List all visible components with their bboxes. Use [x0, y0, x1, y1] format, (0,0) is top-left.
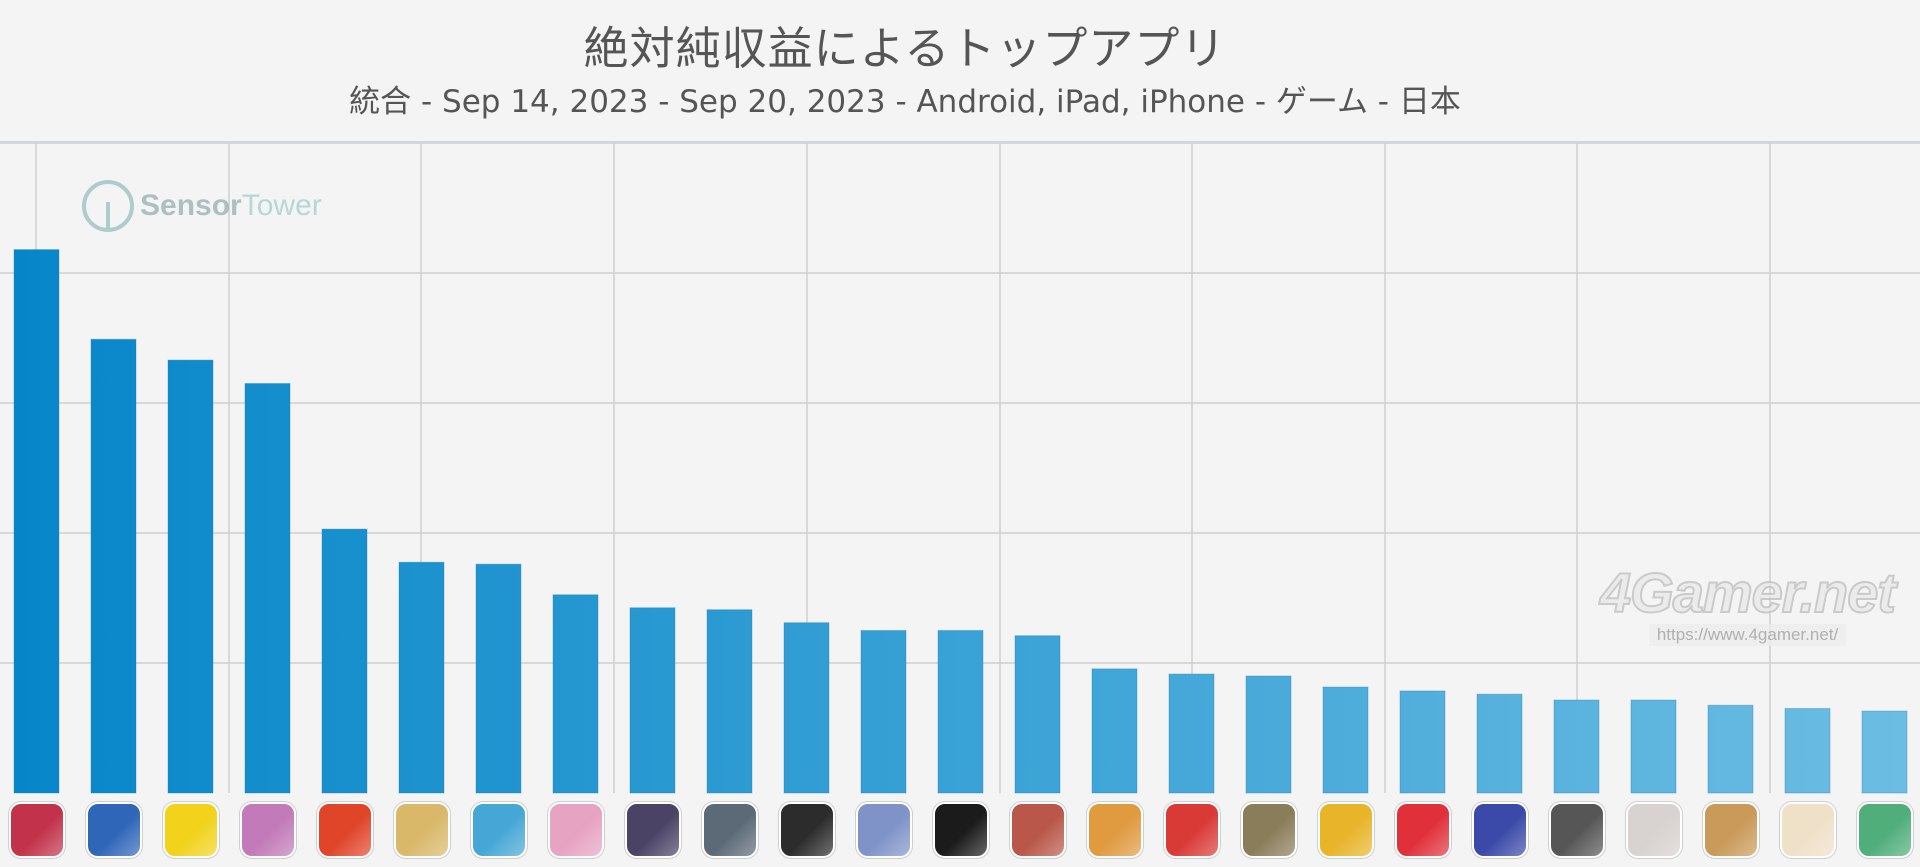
app-icon-7 [470, 802, 527, 858]
chart-subtitle: 統合 - Sep 14, 2023 - Sep 20, 2023 - Andro… [349, 84, 1461, 120]
bar-9 [629, 607, 676, 794]
4gamer-url: https://www.4gamer.net/ [1648, 624, 1847, 646]
bar-21 [1553, 699, 1600, 794]
plot-top-border [0, 141, 1920, 143]
app-icon-9 [624, 802, 681, 858]
app-icon-6 [393, 802, 450, 858]
bar-19 [1399, 690, 1446, 794]
bar-1 [13, 249, 60, 794]
bar-7 [475, 563, 522, 794]
app-icon-13 [932, 802, 989, 858]
bar-3 [167, 359, 214, 794]
4gamer-logo: 4Gamer.net [1599, 560, 1897, 625]
app-icon-1 [8, 802, 65, 858]
bar-24 [1784, 708, 1831, 794]
bar-13 [937, 630, 984, 794]
app-icon-16 [1163, 802, 1220, 858]
app-icon-5 [316, 802, 373, 858]
bar-12 [860, 630, 907, 794]
sensortower-watermark: SensorTower [82, 180, 322, 232]
bar-14 [1014, 635, 1061, 794]
app-icon-19 [1394, 802, 1451, 858]
app-icon-15 [1086, 802, 1143, 858]
app-icon-22 [1625, 802, 1682, 858]
chart-title: 絶対純収益によるトップアプリ [583, 22, 1227, 75]
bar-25 [1861, 710, 1908, 794]
app-icon-3 [162, 802, 219, 858]
bar-18 [1322, 686, 1369, 794]
bar-2 [90, 338, 137, 794]
app-icon-row [0, 802, 1920, 862]
app-icon-20 [1471, 802, 1528, 858]
app-icon-4 [239, 802, 296, 858]
bar-4 [244, 383, 291, 794]
bar-8 [552, 594, 599, 794]
bar-6 [398, 561, 445, 794]
app-icon-8 [547, 802, 604, 858]
app-icon-23 [1702, 802, 1759, 858]
app-icon-17 [1240, 802, 1297, 858]
app-icon-12 [855, 802, 912, 858]
bar-11 [783, 622, 830, 794]
app-icon-18 [1317, 802, 1374, 858]
app-icon-21 [1548, 802, 1605, 858]
bar-10 [706, 609, 753, 794]
bar-17 [1245, 675, 1292, 794]
bar-23 [1707, 704, 1754, 794]
bars [13, 249, 1908, 794]
bar-chart [0, 142, 1920, 794]
4gamer-watermark: 4Gamer.net https://www.4gamer.net/ [1599, 560, 1897, 646]
app-icon-10 [701, 802, 758, 858]
app-icon-24 [1779, 802, 1836, 858]
bar-5 [321, 528, 368, 794]
bar-20 [1476, 693, 1523, 794]
bar-16 [1168, 673, 1215, 794]
app-icon-14 [1009, 802, 1066, 858]
app-icon-2 [85, 802, 142, 858]
app-icon-11 [778, 802, 835, 858]
app-icon-25 [1856, 802, 1913, 858]
bar-22 [1630, 699, 1677, 794]
bar-15 [1091, 668, 1138, 794]
sensortower-logo-icon [82, 180, 134, 232]
